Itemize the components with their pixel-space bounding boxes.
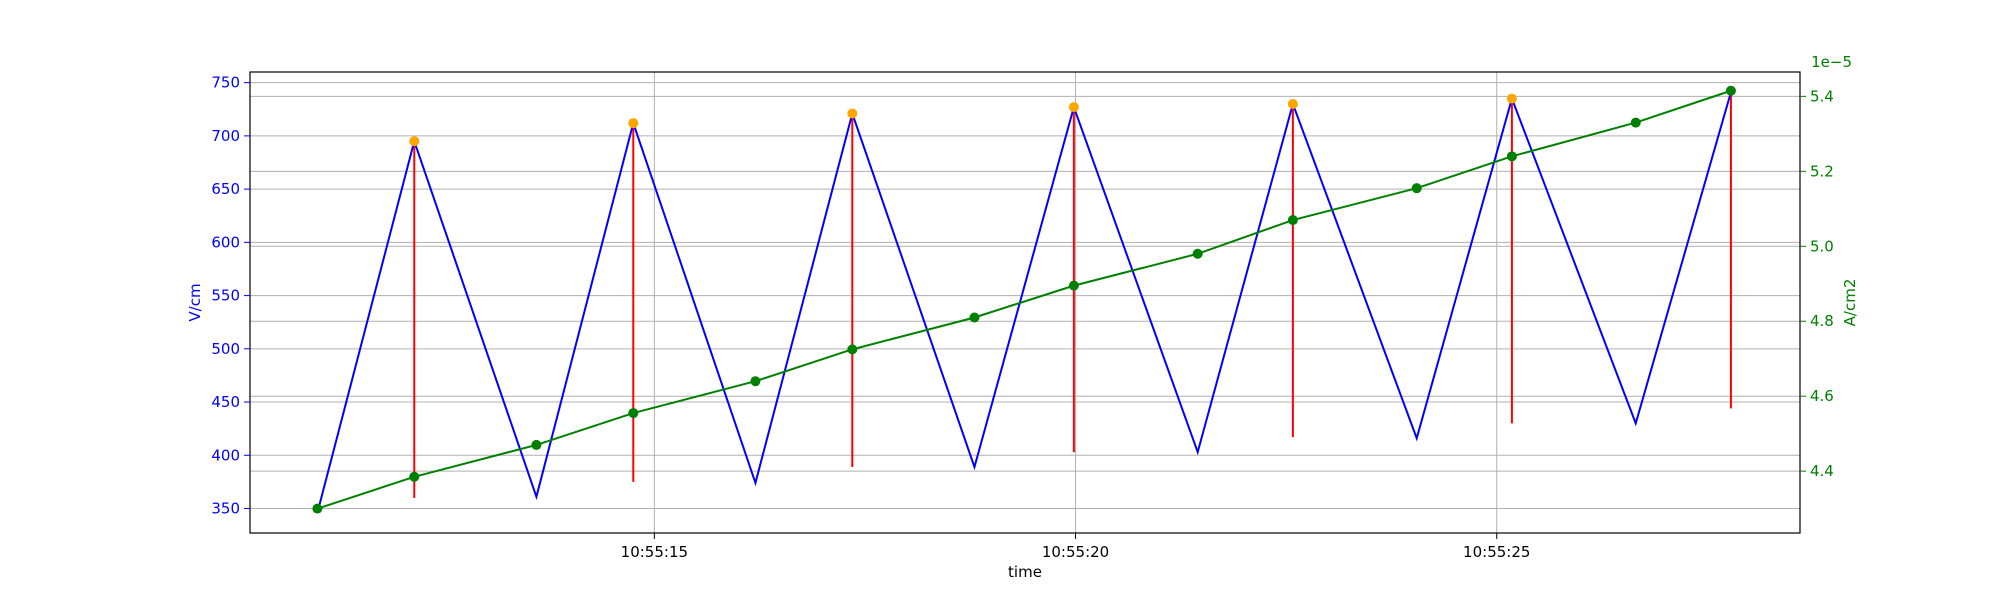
current-marker — [1630, 117, 1641, 128]
grid-layer — [250, 72, 1800, 533]
current-marker — [1287, 215, 1298, 226]
right-tick-label: 5.0 — [1810, 237, 1834, 255]
x-tick-label: 10:55:20 — [1042, 543, 1109, 561]
peak-marker — [1287, 98, 1298, 109]
voltage-line — [316, 91, 1732, 514]
x-tick-label: 10:55:15 — [621, 543, 688, 561]
right-tick-label: 4.8 — [1810, 312, 1834, 330]
left-tick-label: 350 — [211, 500, 240, 518]
peak-marker — [628, 118, 639, 129]
x-axis-title: time — [1008, 563, 1042, 581]
x-tick-label: 10:55:25 — [1463, 543, 1530, 561]
current-line — [317, 89, 1732, 510]
left-tick-label: 500 — [211, 340, 240, 358]
left-tick-label: 550 — [211, 287, 240, 305]
left-axis-title: V/cm — [186, 283, 204, 321]
current-marker — [847, 344, 858, 355]
axes-layer: 350 400 450 500 550 600 650 700 750 4.4 4.6 4.8 5.0 5… — [211, 74, 1834, 561]
current-marker — [1725, 85, 1736, 96]
peak-marker — [409, 136, 420, 147]
left-tick-label: 700 — [211, 127, 240, 145]
current-marker — [1411, 183, 1422, 194]
left-tick-label: 450 — [211, 393, 240, 411]
left-tick-label: 600 — [211, 233, 240, 251]
current-marker — [531, 439, 542, 450]
right-axis-offset-label: 1e−5 — [1811, 53, 1852, 71]
current-marker — [628, 408, 639, 419]
current-marker — [312, 503, 323, 514]
current-marker — [750, 376, 761, 387]
left-tick-label: 400 — [211, 446, 240, 464]
right-tick-label: 5.2 — [1810, 162, 1834, 180]
current-marker — [1192, 248, 1203, 259]
current-marker — [1068, 280, 1079, 291]
current-marker — [409, 471, 420, 482]
right-tick-label: 4.4 — [1810, 462, 1834, 480]
data-layer — [312, 85, 1736, 514]
peak-marker — [847, 108, 858, 119]
right-tick-label: 4.6 — [1810, 387, 1834, 405]
current-marker — [969, 312, 980, 323]
right-axis-title: A/cm2 — [1841, 279, 1859, 327]
current-marker — [1506, 151, 1517, 162]
left-tick-label: 650 — [211, 180, 240, 198]
right-tick-label: 5.4 — [1810, 87, 1834, 105]
plot-frame — [249, 71, 1801, 534]
left-tick-label: 750 — [211, 74, 240, 92]
peak-marker — [1506, 93, 1517, 104]
peak-marker — [1068, 102, 1079, 113]
